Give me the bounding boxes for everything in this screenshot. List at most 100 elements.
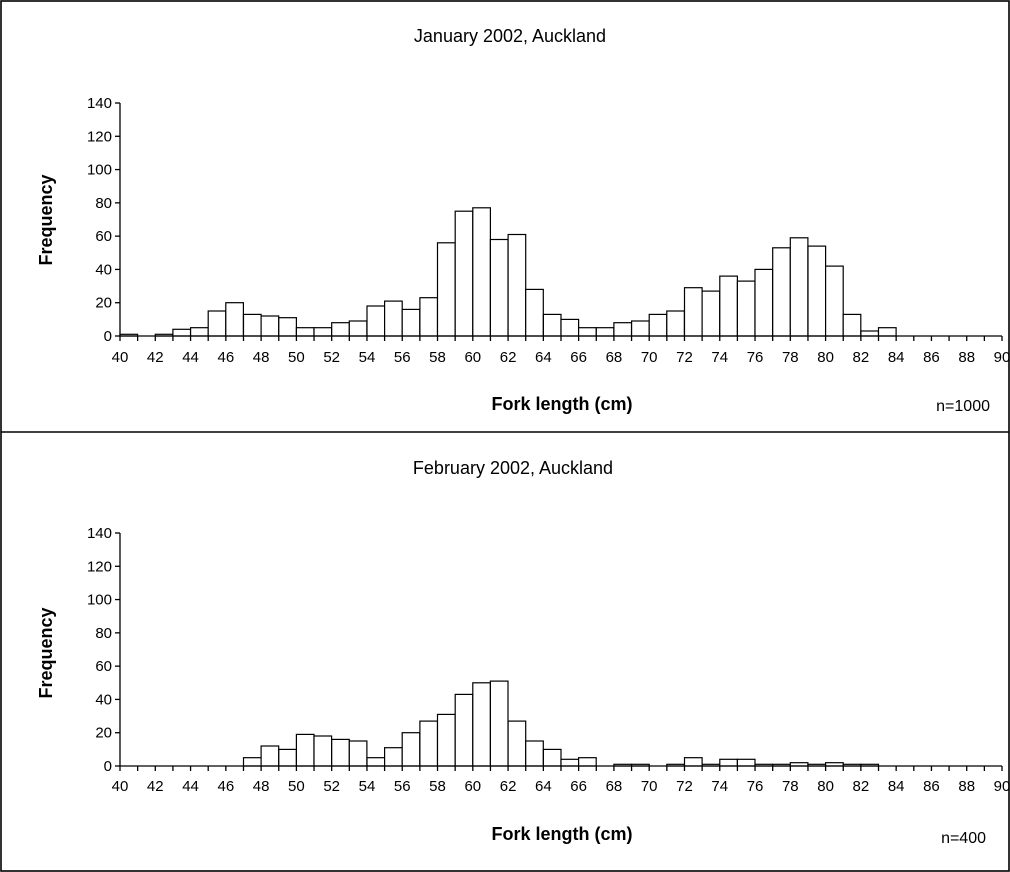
x-tick-label: 74 [711,349,728,366]
x-tick-label: 82 [853,349,870,366]
bar-48 [260,315,280,337]
bar-80 [824,265,844,337]
x-tick-label: 44 [182,349,199,366]
bar-59 [454,210,474,337]
y-ticks: 0 20 40 60 80 100 120 140 [87,95,120,345]
x-tick-label: 62 [500,349,517,366]
x-ticks: 40 42 44 46 48 50 52 54 56 58 60 62 64 66 68 70 72 74 76 78… [112,336,1010,366]
y-tick-label: 0 [104,328,112,345]
x-tick-label: 60 [464,349,481,366]
x-tick-label: 46 [217,778,234,795]
y-tick-label: 20 [95,295,112,312]
x-tick-label: 90 [994,778,1010,795]
bar-50 [295,733,315,767]
x-tick-label: 76 [747,778,764,795]
bar-68 [613,322,633,337]
y-tick-label: 140 [87,95,112,112]
bar-45 [207,310,227,337]
sample-size-label: n=1000 [936,398,990,415]
bar-75 [736,758,756,767]
bar-46 [225,302,245,337]
bar-61 [489,680,509,767]
bar-72 [683,287,703,337]
x-ticks: 40 42 44 46 48 50 52 54 56 58 60 62 64 66 68 70 72 74 76 78… [112,766,1010,795]
y-tick-label: 100 [87,162,112,179]
x-tick-label: 64 [535,349,552,366]
x-tick-label: 56 [394,349,411,366]
x-tick-label: 52 [323,349,340,366]
bar-56 [401,308,421,337]
x-tick-label: 78 [782,778,799,795]
x-tick-label: 56 [394,778,411,795]
y-axis-title: Frequency [36,607,56,698]
y-tick-label: 0 [104,758,112,775]
y-tick-label: 80 [95,195,112,212]
bar-61 [489,238,509,337]
bar-66 [577,327,597,337]
bar-69 [630,320,650,337]
bar-83 [877,327,897,337]
x-tick-label: 70 [641,349,658,366]
x-tick-label: 72 [676,778,693,795]
bar-57 [419,297,439,337]
x-tick-label: 50 [288,349,305,366]
x-tick-label: 54 [359,349,376,366]
x-axis-title: Fork length (cm) [491,824,632,844]
x-tick-label: 74 [711,778,728,795]
y-tick-label: 80 [95,625,112,642]
x-tick-label: 88 [958,778,975,795]
y-ticks: 0 20 40 60 80 100 120 140 [87,525,120,775]
x-tick-label: 48 [253,349,270,366]
x-tick-label: 64 [535,778,552,795]
chart-title: January 2002, Auckland [414,26,606,46]
bar-63 [525,740,544,767]
bar-53 [348,320,368,337]
bar-55 [384,747,403,767]
bar-47 [242,757,262,767]
y-tick-label: 60 [95,228,112,245]
bar-53 [348,740,368,767]
x-tick-label: 66 [570,349,587,366]
bar-82 [860,330,880,337]
y-tick-label: 120 [87,558,112,575]
x-tick-label: 44 [182,778,199,795]
x-tick-label: 54 [359,778,376,795]
x-tick-label: 66 [570,778,587,795]
bar-64 [542,313,562,337]
bar-64 [542,748,562,767]
y-tick-label: 100 [87,592,112,609]
bar-77 [772,247,791,337]
x-tick-label: 78 [782,349,799,366]
x-tick-label: 68 [606,349,623,366]
bar-54 [366,305,386,337]
x-tick-label: 90 [994,349,1010,366]
bar-81 [842,313,862,337]
bars [119,207,897,337]
bar-49 [278,748,297,767]
x-tick-label: 86 [923,778,940,795]
bar-72 [683,757,703,767]
bar-66 [577,757,597,767]
bar-51 [313,735,333,767]
y-tick-label: 140 [87,525,112,542]
x-tick-label: 84 [888,349,905,366]
bar-60 [472,682,491,767]
x-tick-label: 70 [641,778,658,795]
x-tick-label: 42 [147,778,164,795]
bar-63 [525,288,544,337]
bar-65 [560,758,580,767]
bar-58 [436,713,456,767]
chart-title: February 2002, Auckland [413,458,613,478]
x-tick-label: 40 [112,349,129,366]
x-axis-title: Fork length (cm) [491,394,632,414]
x-tick-label: 82 [853,778,870,795]
bar-59 [454,693,474,767]
y-tick-label: 40 [95,691,112,708]
y-tick-label: 120 [87,128,112,145]
x-tick-label: 58 [429,778,446,795]
bar-54 [366,757,386,767]
x-tick-label: 50 [288,778,305,795]
bar-74 [719,275,738,337]
bar-58 [436,242,456,337]
bar-49 [278,317,297,337]
